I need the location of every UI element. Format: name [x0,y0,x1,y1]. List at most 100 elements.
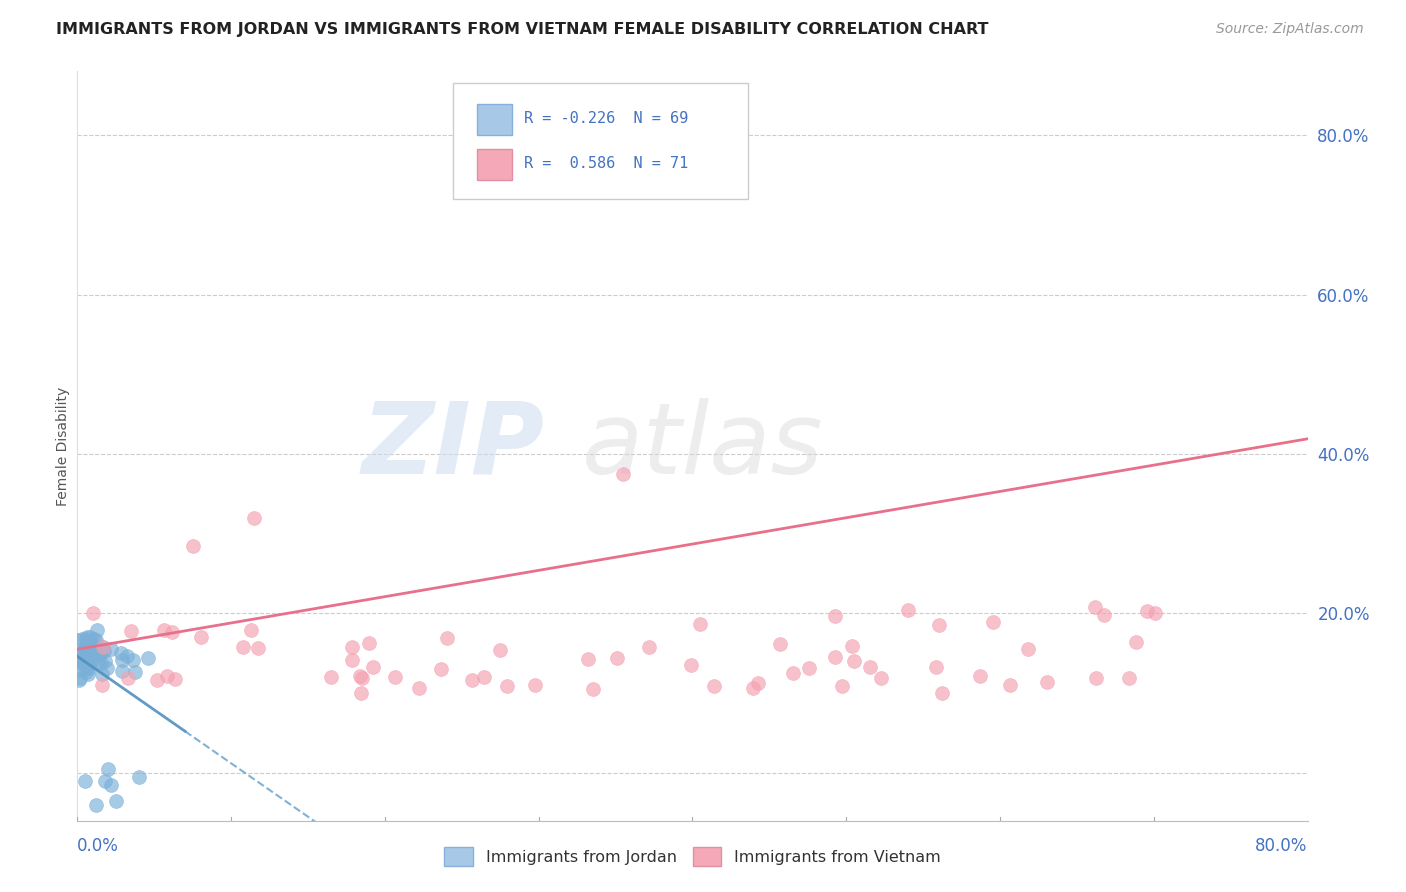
Point [69,672,91,686]
Point [350,686,373,700]
Point [79,630,101,644]
Point [998,678,1021,692]
Point [384,670,406,684]
Point [89,647,111,661]
Point [859,660,882,674]
Point [1092,607,1115,622]
Point [156,669,179,683]
Point [73,773,96,788]
Point [1136,604,1159,618]
Point [79,655,101,669]
Text: R = -0.226  N = 69: R = -0.226 N = 69 [524,112,688,126]
Point [77,667,100,681]
Point [190,630,212,644]
Point [111,665,134,679]
Point [349,669,371,683]
Point [67,652,90,666]
Point [841,639,863,653]
Point [243,510,266,524]
Point [1118,672,1140,686]
Point [232,640,254,654]
Point [104,794,127,808]
Text: 0.0%: 0.0% [77,838,120,855]
Point [80,642,103,657]
Point [741,681,763,696]
Point [82,650,104,665]
Point [77,658,100,673]
Point [75,651,97,665]
Point [70,646,93,660]
Point [472,670,495,684]
Point [120,624,142,638]
Point [76,660,98,674]
Point [91,640,114,654]
Point [408,681,430,696]
Point [145,673,167,688]
Point [84,797,107,812]
Point [782,665,804,680]
Point [1143,606,1166,620]
Point [75,654,97,668]
Point [361,660,384,674]
Point [76,657,98,671]
Point [75,632,97,646]
Point [72,651,94,665]
Text: Source: ZipAtlas.com: Source: ZipAtlas.com [1216,22,1364,37]
Point [969,669,991,683]
Point [689,617,711,632]
Point [928,618,950,632]
Point [340,653,363,667]
Point [77,654,100,668]
Point [66,656,89,670]
Point [436,631,458,645]
Point [90,644,112,658]
Point [1017,642,1039,657]
Point [703,679,725,693]
Point [72,651,94,665]
Point [831,680,853,694]
Point [70,652,93,666]
FancyBboxPatch shape [477,149,512,180]
Point [152,623,174,637]
Point [931,686,953,700]
Point [75,640,97,654]
Point [747,676,769,690]
Point [181,539,204,553]
Y-axis label: Female Disability: Female Disability [56,386,70,506]
Point [488,643,510,657]
Point [430,662,453,676]
Point [87,648,110,662]
Point [76,644,98,658]
Point [91,667,114,681]
Point [70,646,93,660]
Text: R =  0.586  N = 71: R = 0.586 N = 71 [524,156,688,171]
Point [83,632,105,647]
Point [981,615,1004,630]
Point [824,650,846,665]
Point [91,678,114,692]
Point [80,636,103,650]
Point [79,634,101,648]
Point [90,656,112,670]
Point [67,663,90,677]
Point [87,655,110,669]
Point [637,640,659,655]
Point [117,671,139,685]
FancyBboxPatch shape [477,103,512,135]
Point [239,623,262,637]
Point [842,654,865,668]
Point [82,606,104,620]
Point [870,671,893,685]
Point [1365,252,1388,266]
Point [80,641,103,656]
Point [91,640,114,654]
Point [925,660,948,674]
FancyBboxPatch shape [453,83,748,199]
Point [87,645,110,659]
Point [86,624,108,638]
Text: atlas: atlas [582,398,824,494]
Point [79,657,101,672]
Point [769,637,792,651]
Point [100,778,122,792]
Point [340,640,363,655]
